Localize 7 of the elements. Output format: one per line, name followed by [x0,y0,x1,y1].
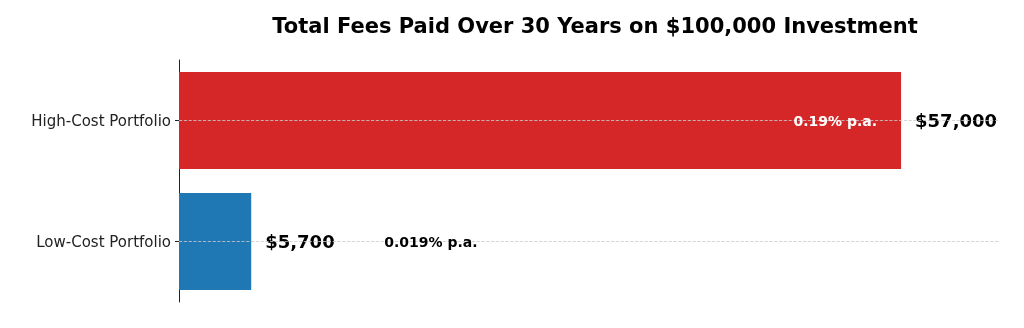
y-tick-label: High-Cost Portfolio [31,111,171,130]
data-label: $5,700 [265,231,335,252]
data-label: $57,000 [915,110,998,131]
annotation: 0.19% p.a. [793,112,878,129]
chart-title: Total Fees Paid Over 30 Years on $100,000 Investment [272,13,918,38]
annotation: 0.019% p.a. [384,233,478,250]
y-tick-label: Low-Cost Portfolio [36,232,171,251]
